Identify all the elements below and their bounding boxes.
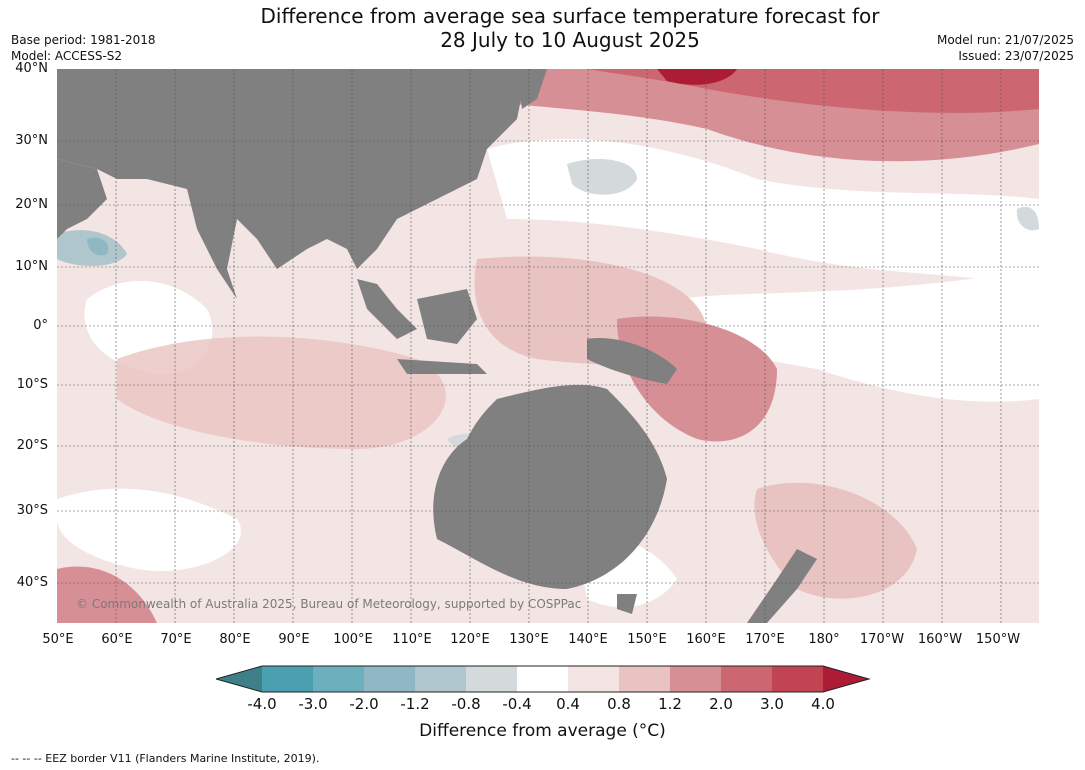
lat-label-10n: 10°N: [15, 259, 48, 274]
colorbar-tick-minus3: -3.0: [298, 695, 328, 713]
australia-landmass: [433, 384, 667, 589]
colorbar: [216, 665, 871, 693]
lat-label-40n: 40°N: [15, 61, 48, 76]
anomaly-warm-coral-sea: [617, 316, 777, 442]
sumatra-island: [357, 279, 417, 339]
model-info: Base period: 1981-2018 Model: ACCESS-S2: [11, 32, 156, 64]
lon-label-100e: 100°E: [333, 632, 373, 647]
lon-label-150w: 150°W: [975, 632, 1021, 647]
colorbar-tick-0.8: 0.8: [607, 695, 631, 713]
colorbar-tick-1.2: 1.2: [658, 695, 682, 713]
tasmania-island: [617, 594, 637, 614]
lon-label-180: 180°: [808, 632, 840, 647]
anomaly-cool-west-pacific: [567, 159, 637, 195]
base-period: Base period: 1981-2018: [11, 33, 156, 47]
lat-label-20n: 20°N: [15, 197, 48, 212]
issued-date: Issued: 23/07/2025: [958, 49, 1074, 63]
colorbar-tick-minus4: -4.0: [247, 695, 277, 713]
title-line-2: 28 July to 10 August 2025: [440, 28, 700, 52]
arabia-landmass: [57, 159, 107, 239]
colorbar-tick-minus0.8: -0.8: [451, 695, 481, 713]
colorbar-tick-2: 2.0: [709, 695, 733, 713]
graticule: [57, 69, 1039, 623]
lat-label-20s: 20°S: [16, 438, 48, 453]
colorbar-tick-3: 3.0: [760, 695, 784, 713]
lat-label-10s: 10°S: [16, 377, 48, 392]
lon-label-120e: 120°E: [450, 632, 490, 647]
anomaly-near-average-south-indian: [57, 488, 241, 571]
colorbar-tick-4: 4.0: [811, 695, 835, 713]
map-canvas: [57, 69, 1039, 623]
anomaly-warm-indian-ocean: [117, 336, 446, 449]
lon-label-50e: 50°E: [42, 632, 74, 647]
lon-label-130e: 130°E: [509, 632, 549, 647]
model-name: Model: ACCESS-S2: [11, 49, 123, 63]
colorbar-outline: [216, 665, 871, 693]
chart-title: Difference from average sea surface temp…: [0, 4, 1085, 52]
lon-label-150e: 150°E: [627, 632, 667, 647]
java-island: [397, 359, 487, 374]
new-zealand-landmass: [747, 549, 817, 623]
colorbar-segment-0.4-0.8: [568, 666, 619, 692]
lon-label-140e: 140°E: [568, 632, 608, 647]
colorbar-tick-minus0.4: -0.4: [502, 695, 532, 713]
lon-label-90e: 90°E: [278, 632, 310, 647]
title-line-1: Difference from average sea surface temp…: [260, 4, 880, 28]
colorbar-segment-minus3-minus2: [313, 666, 364, 692]
lon-label-60e: 60°E: [101, 632, 133, 647]
anomaly-cool-arabian-core: [87, 237, 109, 256]
anomaly-near-average-equatorial-pacific: [677, 269, 1039, 402]
copyright-notice: © Commonwealth of Australia 2025, Bureau…: [76, 597, 582, 611]
new-guinea-island: [587, 338, 677, 384]
colorbar-segment-minus0.8-minus0.4: [466, 666, 517, 692]
asia-landmass: [57, 69, 527, 299]
colorbar-segment-gt-4: [823, 666, 869, 692]
colorbar-tick-minus2: -2.0: [349, 695, 379, 713]
lon-label-160w: 160°W: [917, 632, 963, 647]
colorbar-label: Difference from average (°C): [419, 721, 666, 741]
colorbar-segment-minus0.4-0.4: [517, 666, 568, 692]
lon-label-70e: 70°E: [160, 632, 192, 647]
colorbar-segment-0.8-1.2: [619, 666, 670, 692]
colorbar-tick-minus1.2: -1.2: [400, 695, 430, 713]
eez-legend-note: -- -- -- EEZ border V11 (Flanders Marine…: [11, 752, 320, 765]
lat-label-30s: 30°S: [16, 503, 48, 518]
colorbar-segment-minus1.2-minus0.8: [415, 666, 466, 692]
run-info: Model run: 21/07/2025 Issued: 23/07/2025: [937, 32, 1074, 64]
anomaly-extreme-warm-spot: [657, 69, 737, 85]
lon-label-110e: 110°E: [392, 632, 432, 647]
colorbar-segment-minus4-minus3: [262, 666, 313, 692]
colorbar-segment-2-3: [721, 666, 772, 692]
colorbar-tick-0.4: 0.4: [556, 695, 580, 713]
anomaly-warm-southwest: [57, 566, 157, 623]
lon-label-170e: 170°E: [745, 632, 785, 647]
lat-label-30n: 30°N: [15, 133, 48, 148]
borneo-island: [417, 289, 477, 344]
colorbar-segment-3-4: [772, 666, 823, 692]
colorbar-segment-lt-minus4: [216, 666, 262, 692]
model-run: Model run: 21/07/2025: [936, 33, 1074, 47]
lon-label-160e: 160°E: [686, 632, 726, 647]
korea-japan-landmass: [517, 69, 547, 109]
lon-label-80e: 80°E: [219, 632, 251, 647]
anomaly-cool-central-pacific: [1016, 206, 1039, 231]
lon-label-170w: 170°W: [859, 632, 905, 647]
sst-anomaly-map: [57, 69, 1039, 623]
lat-label-40s: 40°S: [16, 575, 48, 590]
colorbar-segment-minus2-minus1.2: [364, 666, 415, 692]
lat-label-0: 0°: [33, 318, 48, 333]
colorbar-segment-1.2-2: [670, 666, 721, 692]
